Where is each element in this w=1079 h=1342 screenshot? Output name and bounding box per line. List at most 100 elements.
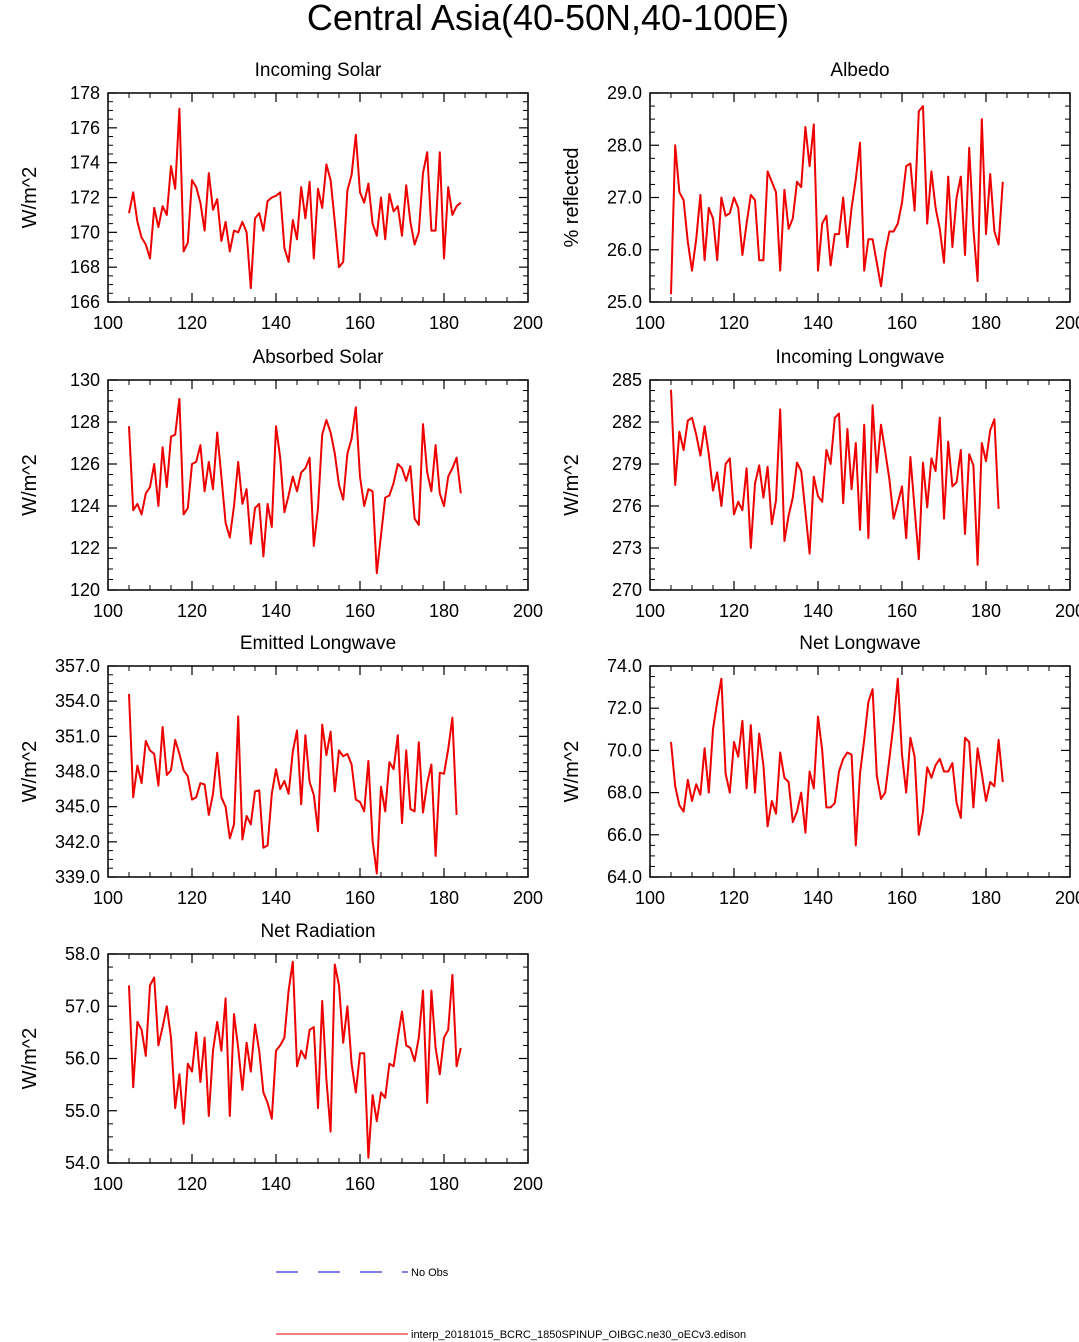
x-tick-label: 160 (887, 601, 917, 621)
chart-panel: Emitted Longwave W/m^2 339.0 342.0 345.0 348.… (19, 633, 543, 908)
y-tick-label: 170 (70, 222, 100, 242)
panel-title: Net Radiation (260, 921, 375, 942)
x-tick-label: 120 (719, 313, 749, 333)
series-line (670, 389, 1000, 566)
y-tick-label: 29.0 (607, 83, 642, 103)
x-tick-label: 140 (803, 888, 833, 908)
plot-frame (649, 92, 1071, 303)
chart-panel: Albedo % reflected 25.0 26.0 27.0 28.0 29.0 100… (561, 60, 1079, 333)
x-tick-label: 180 (429, 1174, 459, 1194)
x-tick-label: 100 (635, 313, 665, 333)
y-tick-label: 68.0 (607, 783, 642, 803)
y-axis-label: % reflected (561, 147, 583, 247)
y-tick-label: 26.0 (607, 240, 642, 260)
y-tick-label: 130 (70, 370, 100, 390)
y-axis-label: W/m^2 (561, 741, 583, 803)
x-tick-label: 200 (513, 601, 543, 621)
y-tick-label: 279 (612, 454, 642, 474)
x-tick-label: 120 (719, 888, 749, 908)
x-tick-label: 160 (345, 1174, 375, 1194)
chart-panel: Absorbed Solar W/m^2 120 122 124 126 128 130 100… (19, 347, 543, 621)
legend-label-obs: No Obs (411, 1267, 449, 1279)
panel-title: Albedo (830, 60, 889, 81)
x-tick-label: 140 (803, 601, 833, 621)
y-tick-label: 64.0 (607, 867, 642, 887)
x-tick-label: 180 (429, 313, 459, 333)
series-line (128, 694, 458, 875)
y-tick-label: 342.0 (55, 832, 100, 852)
x-tick-label: 120 (177, 313, 207, 333)
y-tick-label: 357.0 (55, 656, 100, 676)
y-tick-label: 176 (70, 118, 100, 138)
panels: Incoming Solar W/m^2 166 168 170 172 174 176 178… (19, 60, 1079, 1194)
x-tick-label: 120 (177, 888, 207, 908)
y-tick-label: 55.0 (65, 1101, 100, 1121)
chart-panel: Incoming Solar W/m^2 166 168 170 172 174 176 178… (19, 60, 543, 333)
chart-panel: Net Longwave W/m^2 64.0 66.0 68.0 70.0 72.0 74.… (561, 633, 1079, 908)
y-tick-label: 57.0 (65, 996, 100, 1016)
y-tick-label: 285 (612, 370, 642, 390)
y-tick-label: 351.0 (55, 726, 100, 746)
x-tick-label: 140 (803, 313, 833, 333)
y-tick-label: 72.0 (607, 698, 642, 718)
x-tick-label: 200 (513, 888, 543, 908)
legend: No Obs interp_20181015_BCRC_1850SPINUP_O… (276, 1267, 746, 1341)
y-tick-label: 74.0 (607, 656, 642, 676)
x-tick-label: 120 (719, 601, 749, 621)
x-tick-label: 180 (429, 601, 459, 621)
panel-title: Incoming Solar (255, 60, 382, 81)
y-tick-label: 120 (70, 580, 100, 600)
y-tick-label: 56.0 (65, 1049, 100, 1069)
y-tick-label: 126 (70, 454, 100, 474)
x-tick-label: 180 (971, 601, 1001, 621)
series-line (128, 960, 462, 1159)
plot-frame (107, 953, 529, 1164)
y-tick-label: 70.0 (607, 740, 642, 760)
chart-panel: Incoming Longwave W/m^2 270 273 276 279 282 285… (561, 347, 1079, 621)
y-tick-label: 66.0 (607, 825, 642, 845)
x-tick-label: 200 (1055, 313, 1079, 333)
y-tick-label: 270 (612, 580, 642, 600)
y-axis-label: W/m^2 (561, 454, 583, 516)
x-tick-label: 120 (177, 601, 207, 621)
panel-title: Absorbed Solar (253, 347, 385, 368)
x-tick-label: 160 (887, 313, 917, 333)
y-tick-label: 172 (70, 188, 100, 208)
y-axis-label: W/m^2 (19, 454, 41, 516)
x-tick-label: 160 (345, 888, 375, 908)
y-tick-label: 27.0 (607, 188, 642, 208)
series-line (128, 107, 462, 290)
y-axis-label: W/m^2 (19, 741, 41, 803)
y-tick-label: 273 (612, 538, 642, 558)
y-tick-label: 25.0 (607, 292, 642, 312)
x-tick-label: 200 (1055, 601, 1079, 621)
x-tick-label: 160 (887, 888, 917, 908)
series-line (128, 397, 462, 575)
panel-title: Emitted Longwave (240, 633, 396, 654)
y-tick-label: 354.0 (55, 691, 100, 711)
y-tick-label: 54.0 (65, 1153, 100, 1173)
y-axis-label: W/m^2 (19, 1028, 41, 1090)
x-tick-label: 100 (93, 1174, 123, 1194)
x-tick-label: 100 (93, 601, 123, 621)
y-tick-label: 348.0 (55, 762, 100, 782)
y-tick-label: 276 (612, 496, 642, 516)
y-tick-label: 345.0 (55, 797, 100, 817)
panel-title: Incoming Longwave (776, 347, 945, 368)
x-tick-label: 200 (513, 1174, 543, 1194)
x-tick-label: 200 (1055, 888, 1079, 908)
y-tick-label: 124 (70, 496, 100, 516)
x-tick-label: 140 (261, 313, 291, 333)
y-axis-label: W/m^2 (19, 167, 41, 229)
plot-frame (107, 379, 529, 591)
y-tick-label: 339.0 (55, 867, 100, 887)
x-tick-label: 140 (261, 1174, 291, 1194)
x-tick-label: 160 (345, 601, 375, 621)
x-tick-label: 140 (261, 601, 291, 621)
panel-title: Net Longwave (799, 633, 920, 654)
y-tick-label: 178 (70, 83, 100, 103)
y-tick-label: 166 (70, 292, 100, 312)
x-tick-label: 180 (429, 888, 459, 908)
series-line (670, 677, 1004, 847)
